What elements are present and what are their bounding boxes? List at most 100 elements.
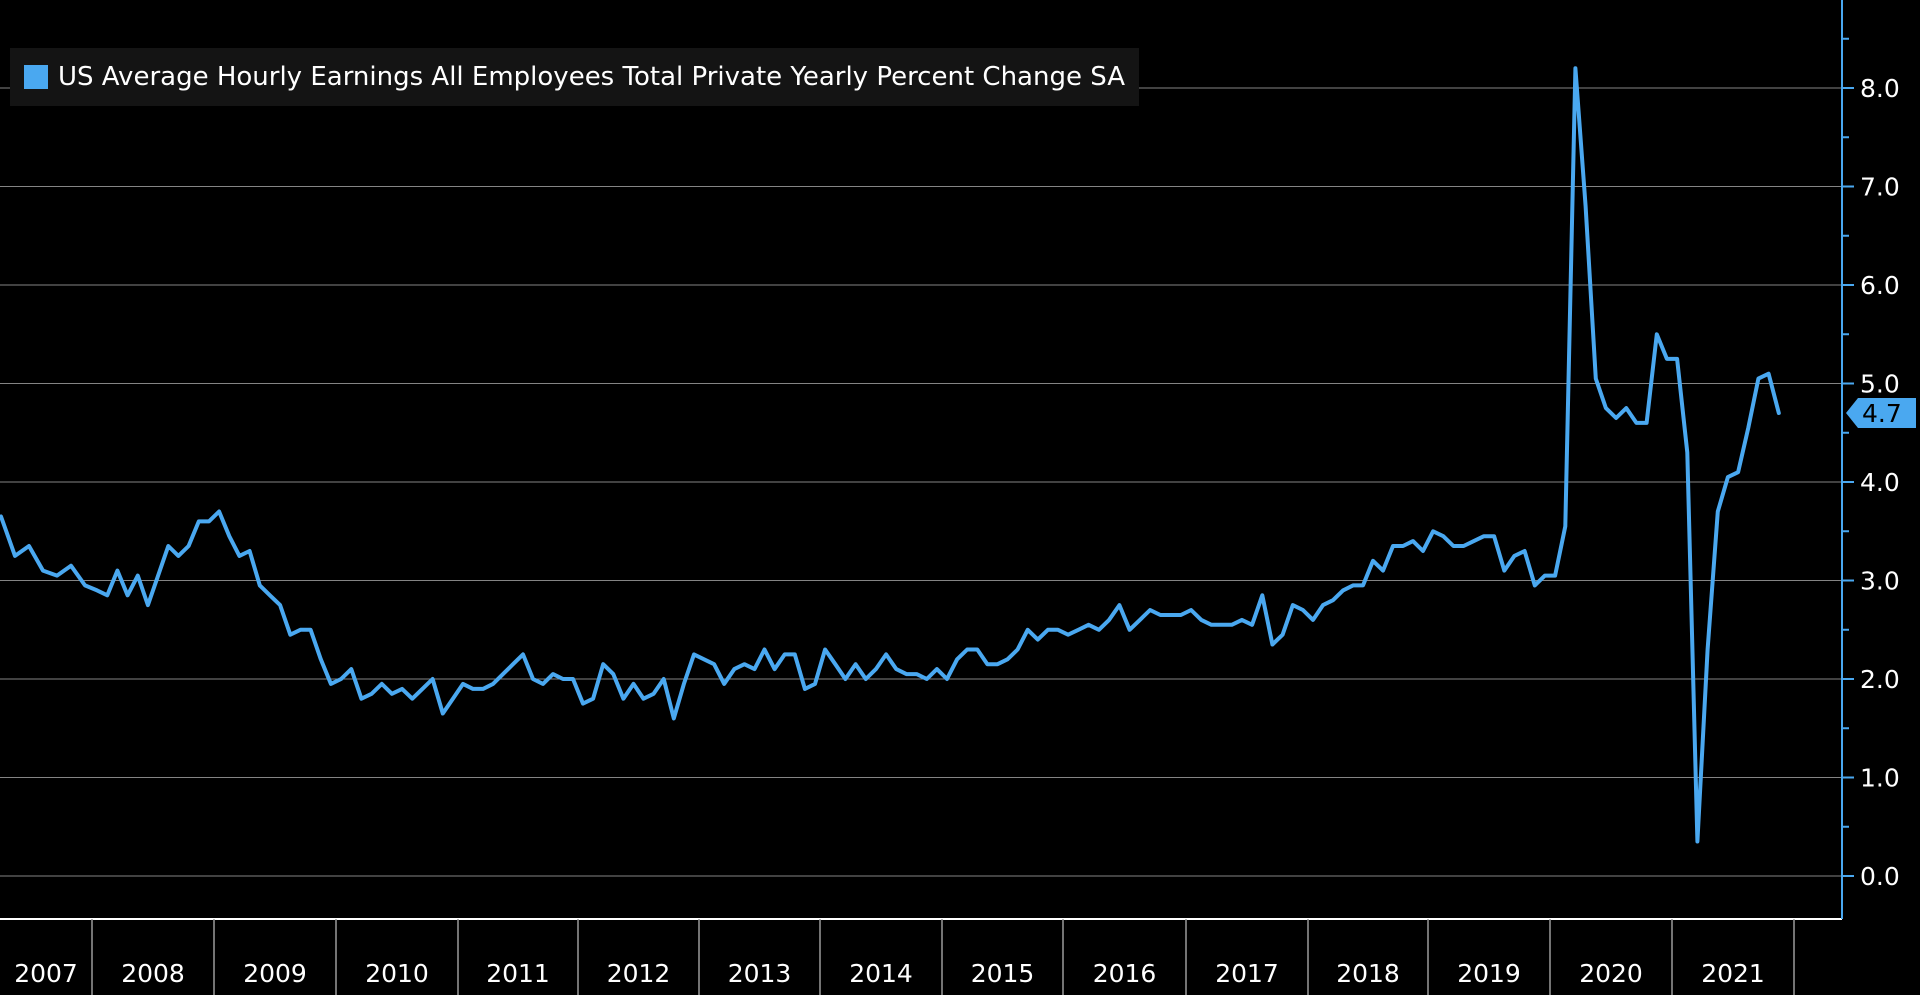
data-point <box>390 692 394 695</box>
data-point <box>966 648 969 651</box>
data-point <box>1341 589 1345 592</box>
data-point <box>421 687 424 691</box>
data-point <box>1351 584 1355 587</box>
data-point <box>207 520 211 523</box>
data-point <box>551 672 555 676</box>
data-point <box>632 682 635 686</box>
y-tick-label: 4.0 <box>1860 468 1900 497</box>
data-point <box>471 687 475 691</box>
data-point <box>672 717 675 720</box>
data-point <box>1747 426 1750 429</box>
data-point <box>228 535 231 538</box>
data-point <box>177 554 180 558</box>
data-point <box>1391 544 1395 548</box>
data-point <box>1513 554 1516 558</box>
data-point <box>299 628 302 631</box>
data-point <box>1250 623 1254 626</box>
data-point <box>733 667 736 671</box>
data-point <box>1777 411 1781 415</box>
data-point <box>116 569 119 572</box>
x-tick-label: 2017 <box>1215 959 1279 988</box>
data-point <box>136 574 139 577</box>
last-value-tag <box>1846 398 1916 429</box>
x-tick-label: 2010 <box>365 959 429 988</box>
data-point <box>1625 406 1628 410</box>
data-point <box>1321 603 1325 607</box>
data-point <box>1533 584 1537 587</box>
data-point <box>905 672 908 676</box>
data-point <box>591 697 595 700</box>
data-point <box>1230 623 1234 626</box>
data-point <box>602 663 605 666</box>
data-point <box>652 692 655 695</box>
data-point <box>1431 530 1435 533</box>
data-point <box>864 677 867 681</box>
y-tick-label: 1.0 <box>1860 764 1900 793</box>
data-point <box>1594 377 1598 380</box>
x-tick-label: 2021 <box>1701 959 1765 988</box>
data-point <box>642 697 645 700</box>
x-tick-label: 2009 <box>243 959 307 988</box>
data-point <box>1757 377 1760 380</box>
data-point <box>1271 643 1274 646</box>
data-point <box>1604 406 1608 410</box>
data-point <box>925 677 928 681</box>
data-point <box>187 544 190 548</box>
data-point <box>1189 608 1193 612</box>
x-tick-label: 2020 <box>1579 959 1643 988</box>
data-point <box>1261 594 1264 597</box>
y-tick-label: 2.0 <box>1860 665 1900 694</box>
data-point <box>461 682 465 686</box>
data-point <box>1240 618 1244 622</box>
data-point <box>1066 633 1070 636</box>
data-point <box>1169 613 1172 617</box>
data-point <box>1696 840 1699 843</box>
last-value-marker: 4.7 <box>1846 398 1916 429</box>
data-point <box>41 569 45 572</box>
x-tick-label: 2012 <box>607 959 671 988</box>
data-point <box>945 677 949 681</box>
data-point <box>1462 544 1465 548</box>
y-tick-label: 5.0 <box>1860 370 1900 399</box>
last-value-label: 4.7 <box>1862 399 1902 428</box>
data-point <box>612 672 615 676</box>
data-point <box>339 677 343 681</box>
data-point <box>955 658 959 661</box>
data-point <box>622 697 625 700</box>
data-point <box>491 682 495 686</box>
data-point <box>1492 535 1496 538</box>
data-point <box>167 544 170 548</box>
data-point <box>13 554 17 558</box>
data-point <box>1179 613 1183 617</box>
data-point <box>278 603 282 607</box>
data-point <box>1564 525 1567 528</box>
data-point <box>319 658 322 661</box>
data-point <box>884 653 888 656</box>
data-point <box>1665 357 1669 361</box>
data-point <box>1726 475 1730 479</box>
data-point <box>1523 549 1526 553</box>
x-tick-label: 2007 <box>14 959 78 988</box>
data-point <box>844 677 847 681</box>
y-tick-label: 3.0 <box>1860 567 1900 596</box>
data-point <box>1675 357 1679 361</box>
data-point <box>106 594 109 597</box>
data-point <box>1635 421 1638 425</box>
data-point <box>217 510 221 513</box>
data-point <box>1503 569 1506 572</box>
data-point <box>1584 205 1587 208</box>
data-point <box>441 712 444 715</box>
data-point <box>1220 623 1223 626</box>
x-tick-label: 2015 <box>971 959 1035 988</box>
legend: US Average Hourly Earnings All Employees… <box>10 48 1139 106</box>
data-point <box>55 574 59 577</box>
data-point <box>1291 603 1295 607</box>
data-point <box>1026 628 1029 631</box>
data-point <box>370 692 373 695</box>
data-point <box>1736 471 1740 474</box>
data-point <box>1159 613 1162 617</box>
data-point <box>156 574 160 577</box>
data-point <box>874 667 878 671</box>
data-point <box>531 677 535 681</box>
